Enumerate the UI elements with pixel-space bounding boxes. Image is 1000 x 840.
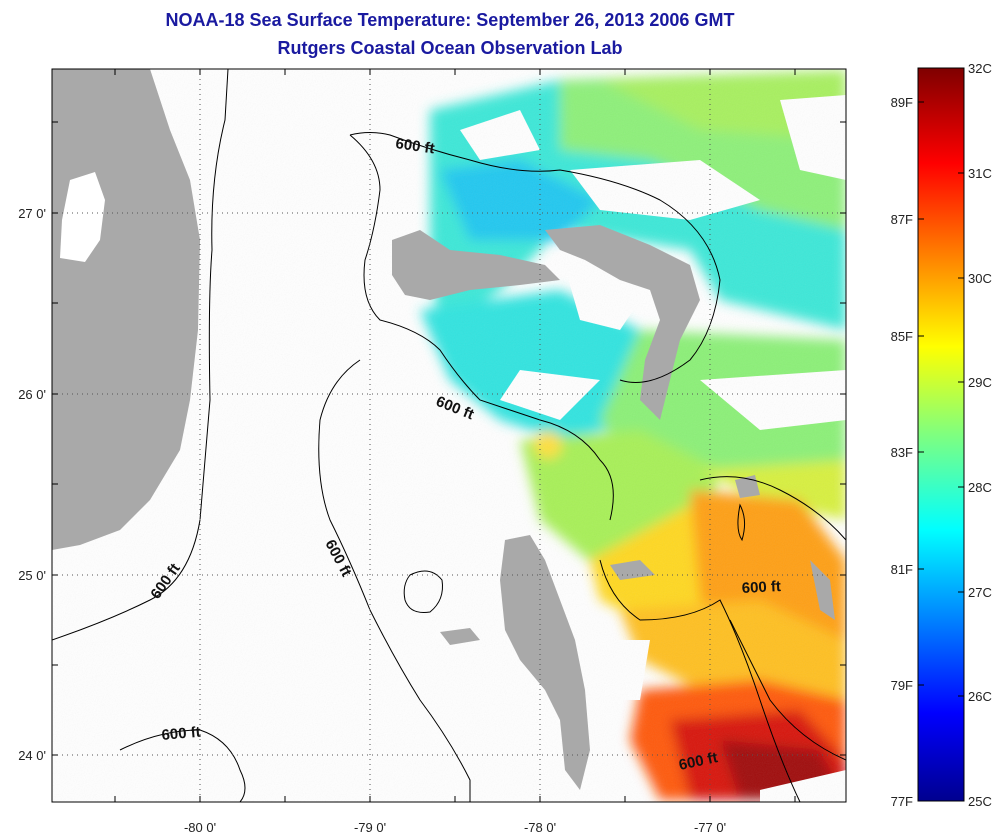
colorbar-c-label: 27C bbox=[968, 585, 992, 600]
tick-marks bbox=[52, 69, 846, 802]
contour-labels: 600 ft 600 ft 600 ft 600 ft 600 ft 600 f… bbox=[147, 135, 781, 774]
colorbar-f-label: 83F bbox=[891, 445, 913, 460]
lon-tick-label: -77 0' bbox=[694, 820, 726, 835]
lat-tick-label: 24 0' bbox=[18, 748, 46, 763]
colorbar: 32C 31C 30C 29C 28C 27C 26C 25C 89F 87F … bbox=[891, 61, 992, 809]
colorbar-c-label: 30C bbox=[968, 271, 992, 286]
depth-contours bbox=[52, 69, 846, 802]
lon-tick-label: -80 0' bbox=[184, 820, 216, 835]
map-title: NOAA-18 Sea Surface Temperature: Septemb… bbox=[165, 10, 735, 30]
colorbar-c-label: 26C bbox=[968, 689, 992, 704]
lat-axis: 27 0' 26 0' 25 0' 24 0' bbox=[18, 206, 46, 763]
grid bbox=[52, 69, 846, 802]
colorbar-f-label: 77F bbox=[891, 794, 913, 809]
contour-label: 600 ft bbox=[394, 135, 435, 157]
map-subtitle: Rutgers Coastal Ocean Observation Lab bbox=[277, 38, 623, 58]
colorbar-f-label: 81F bbox=[891, 562, 913, 577]
colorbar-c-label: 28C bbox=[968, 480, 992, 495]
colorbar-c-label: 29C bbox=[968, 375, 992, 390]
colorbar-f-label: 85F bbox=[891, 329, 913, 344]
lat-tick-label: 27 0' bbox=[18, 206, 46, 221]
contour-label: 600 ft bbox=[741, 578, 781, 597]
colorbar-f-label: 87F bbox=[891, 212, 913, 227]
colorbar-c-label: 25C bbox=[968, 794, 992, 809]
sst-field bbox=[52, 69, 846, 802]
lat-tick-label: 26 0' bbox=[18, 387, 46, 402]
contour-label: 600 ft bbox=[161, 724, 202, 744]
colorbar-c-label: 32C bbox=[968, 61, 992, 76]
lon-axis: -80 0' -79 0' -78 0' -77 0' bbox=[184, 820, 726, 835]
lon-tick-label: -78 0' bbox=[524, 820, 556, 835]
colorbar-f-label: 79F bbox=[891, 678, 913, 693]
plot-frame bbox=[51, 68, 847, 803]
lat-tick-label: 25 0' bbox=[18, 568, 46, 583]
lon-tick-label: -79 0' bbox=[354, 820, 386, 835]
colorbar-f-label: 89F bbox=[891, 95, 913, 110]
colorbar-gradient bbox=[917, 67, 965, 802]
colorbar-c-label: 31C bbox=[968, 166, 992, 181]
